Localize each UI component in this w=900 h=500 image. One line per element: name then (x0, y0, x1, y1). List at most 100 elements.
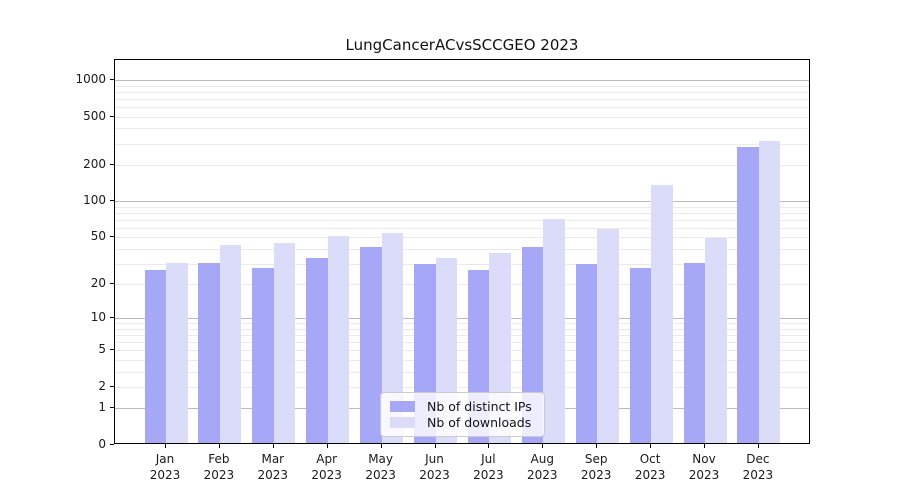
gridline-minor (115, 284, 809, 286)
legend-item-downloads: Nb of downloads (390, 415, 535, 430)
gridline-minor (115, 116, 809, 118)
gridline-minor (115, 164, 809, 166)
gridline-minor (115, 227, 809, 229)
y-tick-label: 0 (98, 437, 106, 451)
y-tick-label: 1 (98, 400, 106, 415)
y-tick-label: 5 (98, 342, 106, 357)
legend: Nb of distinct IPs Nb of downloads (380, 392, 545, 437)
gridline-minor (115, 91, 809, 93)
x-tick-mark (650, 444, 652, 448)
x-tick-label: Jul 2023 (473, 452, 504, 482)
y-tick-mark (110, 444, 114, 445)
gridline-minor (115, 263, 809, 265)
y-tick-label: 100 (83, 193, 106, 208)
x-tick-mark (757, 444, 759, 448)
x-tick-mark (326, 444, 328, 448)
x-tick-label: Feb 2023 (203, 452, 235, 482)
y-tick-mark (110, 349, 114, 351)
gridline-major (115, 80, 809, 82)
bar-distinct-ips-may (360, 246, 382, 443)
x-tick-label: Sep 2023 (580, 452, 612, 482)
y-tick-mark (110, 163, 114, 165)
legend-label-downloads: Nb of downloads (427, 415, 532, 430)
gridline-minor (115, 328, 809, 330)
x-tick-mark (218, 444, 220, 448)
bar-distinct-ips-nov (683, 262, 705, 443)
gridline-minor (115, 248, 809, 250)
gridline-minor (115, 85, 809, 87)
bar-downloads-jan (166, 262, 188, 443)
x-tick-label: Oct 2023 (634, 452, 666, 482)
bar-distinct-ips-dec (737, 147, 759, 443)
plot-area (114, 59, 810, 444)
gridline-minor (115, 98, 809, 100)
gridline-minor (115, 206, 809, 208)
y-tick-mark (110, 236, 114, 238)
bar-downloads-dec (758, 141, 781, 443)
chart-title: LungCancerACvsSCCGEO 2023 (345, 36, 579, 54)
bar-downloads-aug (543, 218, 565, 443)
gridline-minor (115, 128, 809, 130)
x-tick-label: Aug 2023 (527, 452, 558, 482)
legend-label-distinct-ips: Nb of distinct IPs (427, 399, 532, 414)
gridline-minor (115, 323, 809, 325)
x-tick-mark (488, 444, 490, 448)
x-tick-label: Jan 2023 (149, 452, 181, 482)
bar-downloads-feb (219, 245, 242, 443)
gridline-minor (115, 360, 809, 361)
y-tick-label: 10 (90, 310, 106, 325)
x-tick-mark (380, 444, 382, 448)
bar-distinct-ips-jan (144, 269, 166, 443)
gridline-minor (115, 143, 809, 145)
legend-swatch-distinct-ips (390, 401, 415, 412)
y-tick-mark (110, 317, 114, 319)
y-tick-label: 200 (83, 156, 106, 171)
y-tick-mark (110, 407, 114, 409)
bar-distinct-ips-sep (575, 264, 598, 443)
y-tick-mark (110, 115, 114, 117)
x-tick-label: Jun 2023 (419, 452, 450, 482)
bar-distinct-ips-mar (252, 268, 274, 443)
x-tick-label: Apr 2023 (311, 452, 342, 482)
y-tick-label: 20 (90, 276, 106, 291)
bar-downloads-nov (705, 238, 727, 443)
x-tick-label: Dec 2023 (742, 452, 774, 482)
gridline-minor (115, 342, 809, 344)
gridline-minor (115, 335, 809, 337)
bar-downloads-apr (327, 236, 350, 443)
y-tick-mark (110, 283, 114, 285)
x-tick-mark (596, 444, 598, 448)
x-tick-mark (704, 444, 705, 448)
gridline-minor (115, 386, 809, 388)
x-tick-mark (165, 444, 166, 448)
y-tick-label: 500 (83, 108, 106, 123)
y-tick-mark (110, 200, 114, 202)
y-tick-mark (110, 385, 114, 387)
gridline-minor (115, 212, 809, 214)
gridline-minor (115, 371, 809, 373)
gridline-minor (115, 237, 809, 239)
x-tick-label: Nov 2023 (688, 452, 720, 482)
y-tick-label: 1000 (75, 72, 106, 87)
y-tick-label: 2 (98, 378, 106, 393)
gridline-minor (115, 107, 809, 109)
gridline-major (115, 318, 809, 320)
bar-downloads-may (381, 233, 404, 443)
bar-downloads-mar (273, 242, 296, 443)
x-tick-mark (542, 444, 544, 448)
bar-distinct-ips-oct (629, 268, 652, 443)
legend-item-distinct-ips: Nb of distinct IPs (390, 399, 535, 414)
y-tick-mark (110, 79, 114, 81)
bar-distinct-ips-feb (198, 262, 220, 443)
legend-swatch-downloads (390, 417, 415, 428)
bar-downloads-oct (651, 184, 673, 443)
x-tick-label: Mar 2023 (257, 452, 289, 482)
x-tick-label: May 2023 (365, 452, 396, 482)
gridline-major (115, 201, 809, 203)
gridline-minor (115, 350, 809, 352)
x-tick-mark (272, 444, 274, 448)
x-tick-mark (434, 444, 436, 448)
gridline-minor (115, 219, 809, 221)
bar-distinct-ips-apr (306, 257, 328, 443)
